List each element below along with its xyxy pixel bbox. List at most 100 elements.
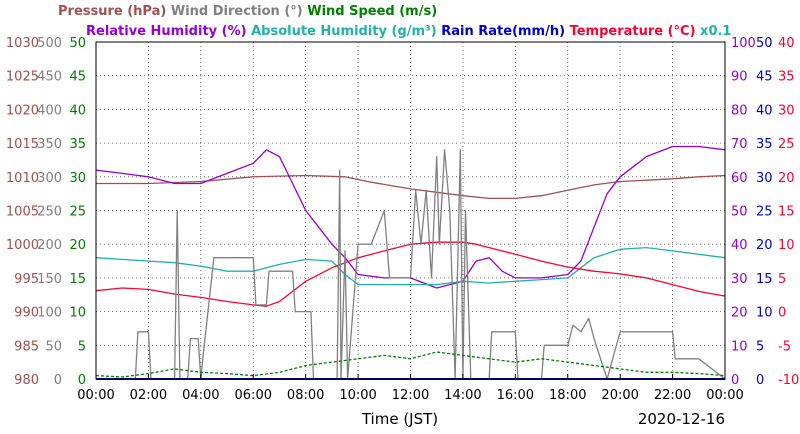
tick-wind-speed: 20: [69, 238, 86, 253]
tick-humidity: 40: [731, 238, 748, 253]
x-tick-label: 18:00: [549, 388, 586, 403]
tick-wind-speed: 30: [69, 171, 86, 186]
tick-rain-rate: 40: [756, 103, 773, 118]
y-axes: 9809859909951000100510101015102010251030…: [6, 36, 799, 388]
grid: [96, 42, 725, 379]
tick-temperature: 40: [778, 36, 795, 51]
tick-pressure: 1000: [6, 238, 39, 253]
tick-humidity: 100: [731, 36, 756, 51]
tick-temperature: -10: [778, 373, 799, 388]
x-tick-label: 20:00: [601, 388, 638, 403]
tick-wind-speed: 45: [69, 70, 86, 85]
tick-humidity: 0: [731, 373, 739, 388]
tick-rain-rate: 5: [756, 339, 764, 354]
x-tick-label: 22:00: [654, 388, 691, 403]
x-tick-label: 04:00: [182, 388, 219, 403]
legend: Pressure (hPa) Wind Direction (°) Wind S…: [58, 4, 731, 39]
x-tick-label: 02:00: [130, 388, 167, 403]
legend-wind-speed-m-s: Wind Speed (m/s): [303, 4, 437, 19]
legend-relative-humidity: Relative Humidity (%): [86, 24, 247, 39]
date-label: 2020-12-16: [638, 410, 725, 428]
tick-temperature: 10: [778, 238, 795, 253]
tick-temperature: 35: [778, 70, 795, 85]
x-tick-label: 08:00: [287, 388, 324, 403]
tick-wind-speed: 35: [69, 137, 86, 152]
legend-rain-rate-mm-h: Rain Rate(mm/h): [437, 24, 565, 39]
legend-temperature-c: Temperature (°C): [565, 24, 695, 39]
tick-wind-direction: 200: [37, 238, 62, 253]
x-tick-label: 00:00: [706, 388, 743, 403]
tick-rain-rate: 0: [756, 373, 764, 388]
tick-wind-direction: 350: [37, 137, 62, 152]
tick-pressure: 990: [14, 306, 39, 321]
tick-rain-rate: 15: [756, 272, 773, 287]
tick-temperature: 20: [778, 171, 795, 186]
series-wind-direction: [96, 149, 726, 380]
tick-humidity: 50: [731, 205, 748, 220]
tick-wind-direction: 100: [37, 306, 62, 321]
tick-rain-rate: 30: [756, 171, 773, 186]
tick-temperature: 25: [778, 137, 795, 152]
tick-rain-rate: 25: [756, 205, 773, 220]
legend-row-2: Relative Humidity (%) Absolute Humidity …: [86, 24, 731, 39]
tick-rain-rate: 50: [756, 36, 773, 51]
tick-pressure: 1010: [6, 171, 39, 186]
tick-pressure: 1005: [6, 205, 39, 220]
tick-pressure: 1015: [6, 137, 39, 152]
x-tick-label: 06:00: [235, 388, 272, 403]
tick-wind-direction: 50: [45, 339, 62, 354]
series-wind-speed-m-s: [95, 351, 726, 378]
tick-rain-rate: 45: [756, 70, 773, 85]
tick-wind-speed: 50: [69, 36, 86, 51]
x-axis-label: Time (JST): [361, 410, 438, 428]
tick-wind-direction: 300: [37, 171, 62, 186]
tick-pressure: 985: [14, 339, 39, 354]
series-temperature-c: [95, 241, 726, 307]
tick-humidity: 20: [731, 306, 748, 321]
legend-wind-direction: Wind Direction (°): [166, 4, 302, 19]
tick-wind-speed: 10: [69, 306, 86, 321]
tick-wind-speed: 40: [69, 103, 86, 118]
tick-wind-direction: 450: [37, 70, 62, 85]
tick-temperature: 30: [778, 103, 795, 118]
tick-wind-speed: 5: [78, 339, 86, 354]
tick-pressure: 1020: [6, 103, 39, 118]
tick-rain-rate: 10: [756, 306, 773, 321]
tick-temperature: 0: [778, 306, 786, 321]
tick-humidity: 90: [731, 70, 748, 85]
tick-pressure: 995: [14, 272, 39, 287]
x-tick-label: 16:00: [497, 388, 534, 403]
tick-temperature: -5: [778, 339, 791, 354]
tick-humidity: 60: [731, 171, 748, 186]
x-tick-label: 00:00: [77, 388, 114, 403]
tick-pressure: 1030: [6, 36, 39, 51]
series-absolute-humidity-g-m: [95, 246, 726, 286]
tick-humidity: 10: [731, 339, 748, 354]
tick-rain-rate: 35: [756, 137, 773, 152]
tick-humidity: 70: [731, 137, 748, 152]
legend-pressure-hpa: Pressure (hPa): [58, 4, 166, 19]
tick-temperature: 15: [778, 205, 795, 220]
tick-wind-direction: 0: [54, 373, 62, 388]
tick-wind-direction: 400: [37, 103, 62, 118]
x-axis: 00:00 02:00 04:00 06:00 08:00 10:00 12:00 14:00…: [77, 374, 744, 403]
tick-wind-speed: 15: [69, 272, 86, 287]
legend-absolute-humidity-g-m: Absolute Humidity (g/m³): [247, 24, 437, 39]
series-pressure-hpa: [96, 174, 726, 200]
tick-wind-direction: 250: [37, 205, 62, 220]
legend-x0-1: x0.1: [696, 24, 732, 39]
x-tick-label: 14:00: [444, 388, 481, 403]
tick-humidity: 80: [731, 103, 748, 118]
legend-row-1: Pressure (hPa) Wind Direction (°) Wind S…: [58, 4, 437, 19]
x-tick-label: 10:00: [339, 388, 376, 403]
tick-wind-speed: 25: [69, 205, 86, 220]
x-tick-label: 12:00: [392, 388, 429, 403]
tick-wind-direction: 150: [37, 272, 62, 287]
tick-rain-rate: 20: [756, 238, 773, 253]
tick-wind-speed: 0: [78, 373, 86, 388]
tick-temperature: 5: [778, 272, 786, 287]
tick-humidity: 30: [731, 272, 748, 287]
tick-wind-direction: 500: [37, 36, 62, 51]
tick-pressure: 980: [14, 373, 39, 388]
